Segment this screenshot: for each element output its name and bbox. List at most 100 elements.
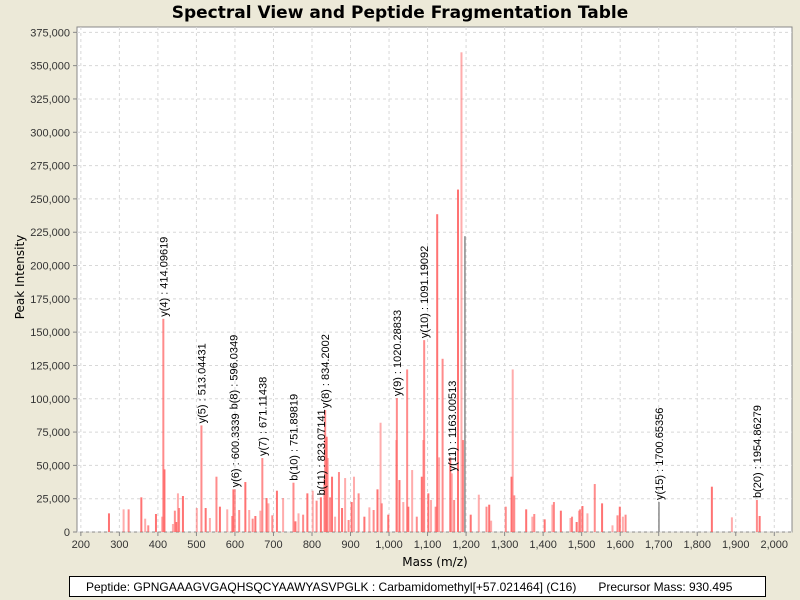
y-tick-label: 375,000 xyxy=(30,27,70,39)
peak-bar xyxy=(162,318,165,532)
x-tick-label: 1,500 xyxy=(568,539,596,551)
annotation-label: y(11) : 1163.00513 xyxy=(447,381,459,472)
x-tick-label: 200 xyxy=(72,539,90,551)
x-tick-label: 1,700 xyxy=(645,539,673,551)
x-tick-label: 1,000 xyxy=(375,539,403,551)
peak-bar xyxy=(379,422,382,532)
peak-bar xyxy=(579,509,582,532)
peak-bar xyxy=(755,500,758,532)
annotation-label: b(20) : 1954.86279 xyxy=(752,405,764,498)
peak-bar xyxy=(618,506,621,532)
peak-bar xyxy=(331,476,334,532)
peak-bar xyxy=(347,520,350,532)
y-tick-label: 50,000 xyxy=(36,460,70,472)
x-tick-label: 600 xyxy=(226,539,244,551)
peak-bar xyxy=(147,525,150,532)
peak-bar xyxy=(387,514,390,532)
peak-bar xyxy=(294,521,297,532)
peak-bar xyxy=(163,469,166,532)
precursor-mass: Precursor Mass: 930.495 xyxy=(598,580,733,594)
y-tick-label: 200,000 xyxy=(30,261,70,273)
peak-bar xyxy=(504,506,507,532)
peak-bar xyxy=(357,493,360,532)
peak-bar xyxy=(710,486,713,532)
peak-bar xyxy=(352,476,355,532)
peak-bar xyxy=(398,480,401,532)
matched-peak-bar xyxy=(658,502,660,532)
x-tick-label: 500 xyxy=(187,539,205,551)
x-tick-label: 1,300 xyxy=(491,539,519,551)
peak-bar xyxy=(430,500,433,532)
peak-bar xyxy=(334,516,337,532)
peak-bar xyxy=(380,503,383,532)
peak-bar xyxy=(173,510,176,532)
x-tick-label: 400 xyxy=(149,539,167,551)
peak-bar xyxy=(233,489,236,532)
peak-bar xyxy=(372,510,375,532)
peak-bar xyxy=(611,525,614,532)
peak-bar xyxy=(302,514,305,532)
y-tick-label: 275,000 xyxy=(30,161,70,173)
peak-bar xyxy=(477,494,480,532)
peak-bar xyxy=(730,517,733,532)
peak-bar xyxy=(144,518,147,532)
peak-bar xyxy=(395,398,398,532)
peak-bar xyxy=(427,493,430,532)
peak-bar xyxy=(271,515,274,532)
peak-bar xyxy=(154,514,157,532)
peak-bar xyxy=(569,518,572,532)
peak-bar xyxy=(232,489,235,532)
peak-bar xyxy=(368,507,371,532)
peak-bar xyxy=(175,522,178,532)
peak-bar xyxy=(261,458,264,532)
y-tick-label: 125,000 xyxy=(30,360,70,372)
matched-peak-bar xyxy=(464,236,466,532)
y-tick-label: 175,000 xyxy=(30,294,70,306)
peak-bar xyxy=(161,516,164,532)
peak-bar xyxy=(601,503,604,532)
y-tick-label: 25,000 xyxy=(36,494,70,506)
peak-bar xyxy=(292,482,295,532)
peak-bar xyxy=(324,410,327,532)
peak-bar xyxy=(107,513,110,532)
peak-bar xyxy=(254,516,257,532)
peak-bar xyxy=(315,500,318,532)
peak-bar xyxy=(350,502,353,532)
peak-bar xyxy=(178,508,181,532)
peak-bar xyxy=(376,489,379,532)
x-tick-label: 1,800 xyxy=(683,539,711,551)
peak-bar xyxy=(438,457,441,532)
peak-bar xyxy=(490,520,493,532)
peak-bar xyxy=(441,358,444,532)
x-tick-label: 900 xyxy=(341,539,359,551)
annotation-label: b(8) : 596.0349 xyxy=(228,335,240,410)
peak-bar xyxy=(621,516,624,532)
peak-bar xyxy=(122,509,125,532)
peak-bar xyxy=(407,506,410,532)
peak-bar xyxy=(402,502,405,532)
annotation-label: y(4) : 414.09619 xyxy=(158,237,170,317)
peak-bar xyxy=(329,497,332,532)
y-tick-label: 350,000 xyxy=(30,61,70,73)
peak-bar xyxy=(758,516,761,532)
annotation-label: y(6) : 600.3339 xyxy=(230,413,242,487)
x-tick-label: 1,200 xyxy=(452,539,480,551)
x-tick-label: 300 xyxy=(110,539,128,551)
peak-bar xyxy=(275,490,278,532)
peak-bar xyxy=(200,425,203,532)
peak-bar xyxy=(559,510,562,532)
peak-bar xyxy=(325,436,328,532)
peak-bar xyxy=(593,484,596,532)
x-tick-label: 700 xyxy=(264,539,282,551)
peak-bar xyxy=(434,506,437,532)
peak-bar xyxy=(176,493,179,532)
spectrum-chart: y(4) : 414.09619 y(10) : 1091.19092 y(9) :… xyxy=(30,26,793,551)
peak-bar xyxy=(171,524,174,532)
y-tick-label: 225,000 xyxy=(30,227,70,239)
peak-bar xyxy=(244,482,247,532)
peak-bar xyxy=(204,508,207,532)
peak-bar xyxy=(231,516,234,532)
peak-bar xyxy=(577,510,580,532)
y-tick-label: 325,000 xyxy=(30,94,70,106)
peak-bar xyxy=(436,214,439,532)
